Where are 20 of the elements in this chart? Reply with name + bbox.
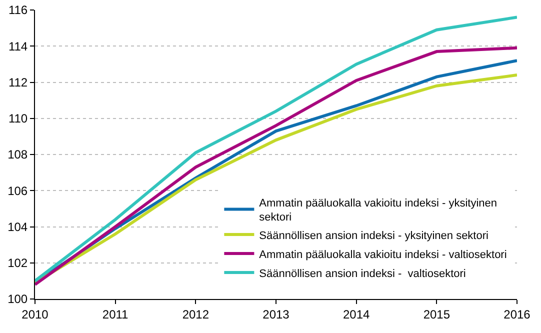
x-tick-label: 2011 — [102, 307, 129, 322]
x-tick-label: 2016 — [504, 307, 531, 322]
y-tick-label: 104 — [8, 220, 28, 234]
x-tick-label: 2014 — [342, 307, 370, 322]
x-tick-label: 2010 — [22, 307, 49, 322]
y-tick-label: 112 — [8, 75, 28, 90]
y-tick-label: 114 — [8, 39, 28, 54]
x-tick-label: 2015 — [423, 307, 450, 322]
y-tick-label: 106 — [8, 184, 28, 198]
legend-label: Ammatin pääluokalla vakioitu indeksi - valtiosektori — [259, 248, 507, 261]
x-tick-label: 2013 — [262, 307, 290, 322]
y-tick-label: 102 — [8, 256, 28, 270]
legend-label: Säännöllisen ansion indeksi - valtiosektori — [259, 268, 466, 280]
legend-label: Säännöllisen ansion indeksi - yksityinen sektori — [259, 230, 488, 242]
legend-label: Ammatin pääluokalla vakioitu indeksi - yksityinen sektori — [259, 197, 498, 224]
x-tick-label: 2012 — [182, 307, 210, 322]
y-tick-label: 100 — [8, 292, 28, 306]
y-tick-label: 116 — [8, 3, 28, 18]
y-tick-label: 108 — [8, 148, 28, 162]
y-tick-label: 110 — [8, 112, 28, 126]
